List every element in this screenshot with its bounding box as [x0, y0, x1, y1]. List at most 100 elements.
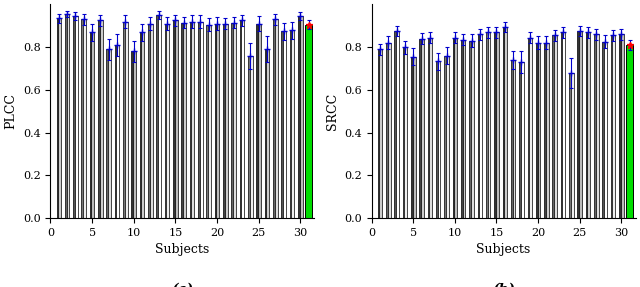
- Bar: [133, 51, 136, 218]
- Bar: [496, 32, 499, 218]
- Bar: [198, 22, 201, 218]
- Bar: [298, 16, 301, 218]
- Text: (a): (a): [172, 282, 193, 287]
- Bar: [291, 30, 294, 218]
- Bar: [206, 25, 209, 218]
- Y-axis label: PLCC: PLCC: [4, 93, 17, 129]
- Bar: [594, 34, 597, 218]
- Bar: [123, 22, 126, 218]
- Bar: [175, 20, 178, 218]
- Bar: [612, 35, 616, 218]
- Bar: [189, 22, 193, 218]
- Bar: [58, 18, 61, 218]
- Bar: [563, 32, 565, 218]
- Bar: [283, 31, 286, 218]
- Bar: [604, 42, 607, 218]
- Bar: [552, 35, 556, 218]
- Bar: [108, 49, 111, 218]
- Bar: [454, 38, 457, 218]
- Bar: [621, 34, 624, 218]
- Bar: [241, 20, 244, 218]
- Bar: [463, 40, 465, 218]
- Bar: [529, 38, 532, 218]
- Bar: [596, 34, 598, 218]
- Bar: [586, 32, 589, 218]
- Bar: [92, 32, 94, 218]
- Bar: [141, 32, 145, 218]
- Bar: [275, 20, 278, 218]
- Bar: [446, 56, 449, 218]
- Bar: [386, 43, 389, 218]
- Bar: [73, 16, 76, 218]
- Bar: [164, 24, 168, 218]
- Bar: [100, 20, 103, 218]
- Bar: [428, 38, 431, 218]
- Bar: [561, 32, 564, 218]
- Bar: [436, 61, 439, 218]
- Bar: [83, 20, 86, 218]
- Bar: [546, 43, 548, 218]
- Bar: [265, 49, 268, 218]
- Bar: [488, 32, 490, 218]
- Text: (b): (b): [492, 282, 515, 287]
- Bar: [200, 22, 203, 218]
- Bar: [232, 23, 234, 218]
- Bar: [569, 73, 572, 218]
- Bar: [444, 56, 447, 218]
- Bar: [191, 22, 195, 218]
- Bar: [626, 45, 633, 218]
- Bar: [461, 40, 464, 218]
- Bar: [250, 56, 253, 218]
- X-axis label: Subjects: Subjects: [476, 243, 531, 256]
- Bar: [421, 39, 424, 218]
- Bar: [240, 20, 243, 218]
- Bar: [156, 15, 159, 218]
- Bar: [65, 14, 68, 218]
- Bar: [150, 24, 153, 218]
- Bar: [619, 34, 622, 218]
- Bar: [413, 57, 415, 218]
- Bar: [378, 49, 381, 218]
- Bar: [75, 16, 77, 218]
- Bar: [233, 23, 236, 218]
- Bar: [125, 22, 128, 218]
- Bar: [208, 25, 211, 218]
- Bar: [521, 62, 524, 218]
- Bar: [438, 61, 440, 218]
- Bar: [419, 39, 422, 218]
- Bar: [577, 31, 580, 218]
- Bar: [225, 24, 228, 218]
- Bar: [571, 73, 573, 218]
- Bar: [248, 56, 251, 218]
- Bar: [116, 45, 120, 218]
- Bar: [290, 30, 292, 218]
- Bar: [511, 60, 514, 218]
- Bar: [396, 31, 399, 218]
- Bar: [471, 41, 474, 218]
- Bar: [300, 16, 303, 218]
- Bar: [477, 34, 481, 218]
- Bar: [266, 49, 269, 218]
- Bar: [67, 14, 69, 218]
- Bar: [611, 35, 614, 218]
- Bar: [148, 24, 151, 218]
- Bar: [173, 20, 176, 218]
- Bar: [273, 20, 276, 218]
- Bar: [394, 31, 397, 218]
- Bar: [257, 24, 259, 218]
- Bar: [403, 47, 406, 218]
- Bar: [452, 38, 456, 218]
- Bar: [158, 15, 161, 218]
- Bar: [602, 42, 605, 218]
- Bar: [305, 25, 312, 218]
- Bar: [98, 20, 101, 218]
- Bar: [411, 57, 414, 218]
- Bar: [504, 27, 507, 218]
- Bar: [479, 34, 482, 218]
- Bar: [166, 24, 170, 218]
- Bar: [588, 32, 590, 218]
- Bar: [469, 41, 472, 218]
- Bar: [56, 18, 60, 218]
- Bar: [90, 32, 93, 218]
- Bar: [81, 20, 84, 218]
